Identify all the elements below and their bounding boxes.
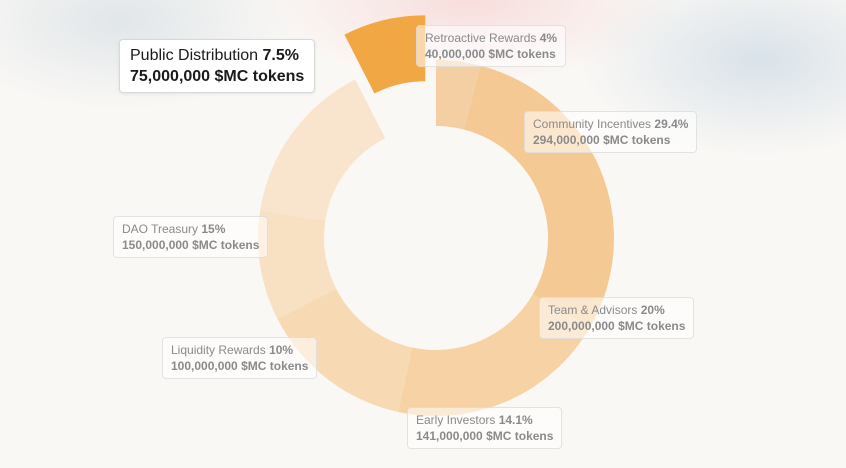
slice-percent: 10%	[269, 343, 294, 357]
label-community-incentives: Community Incentives 29.4% 294,000,000 $…	[524, 111, 698, 153]
label-early-investors: Early Investors 14.1% 141,000,000 $MC to…	[407, 407, 563, 449]
label-public-distribution: Public Distribution 7.5% 75,000,000 $MC …	[119, 39, 316, 93]
slice-name: Public Distribution	[130, 47, 259, 64]
label-team-advisors: Team & Advisors 20% 200,000,000 $MC toke…	[539, 297, 695, 339]
slice-percent: 4%	[539, 31, 558, 45]
slice-percent: 20%	[640, 303, 665, 317]
slice-amount: 75,000,000 $MC tokens	[130, 68, 305, 85]
slice-name: Retroactive Rewards	[425, 31, 537, 45]
slice-percent: 14.1%	[498, 413, 533, 427]
label-dao-treasury: DAO Treasury 15% 150,000,000 $MC tokens	[113, 216, 269, 258]
slice-amount: 141,000,000 $MC tokens	[416, 429, 554, 443]
slice-amount: 150,000,000 $MC tokens	[122, 238, 260, 252]
slice-retroactive-rewards	[436, 60, 481, 130]
slice-early-investors	[277, 288, 413, 412]
slice-percent: 7.5%	[262, 47, 299, 64]
label-retroactive-rewards: Retroactive Rewards 4% 40,000,000 $MC to…	[416, 25, 567, 67]
slice-amount: 294,000,000 $MC tokens	[533, 133, 671, 147]
slice-name: Liquidity Rewards	[171, 343, 266, 357]
slice-name: DAO Treasury	[122, 222, 199, 236]
label-liquidity-rewards: Liquidity Rewards 10% 100,000,000 $MC to…	[162, 337, 318, 379]
slice-percent: 29.4%	[654, 117, 689, 131]
slice-dao-treasury	[260, 79, 386, 221]
slice-liquidity-rewards	[258, 210, 337, 319]
slice-amount: 40,000,000 $MC tokens	[425, 47, 556, 61]
slice-public-distribution	[344, 15, 426, 94]
slice-community-incentives	[463, 65, 615, 328]
slice-name: Team & Advisors	[548, 303, 638, 317]
slice-amount: 100,000,000 $MC tokens	[171, 359, 309, 373]
slice-amount: 200,000,000 $MC tokens	[548, 319, 686, 333]
slice-percent: 15%	[201, 222, 226, 236]
slice-name: Early Investors	[416, 413, 496, 427]
slice-name: Community Incentives	[533, 117, 652, 131]
